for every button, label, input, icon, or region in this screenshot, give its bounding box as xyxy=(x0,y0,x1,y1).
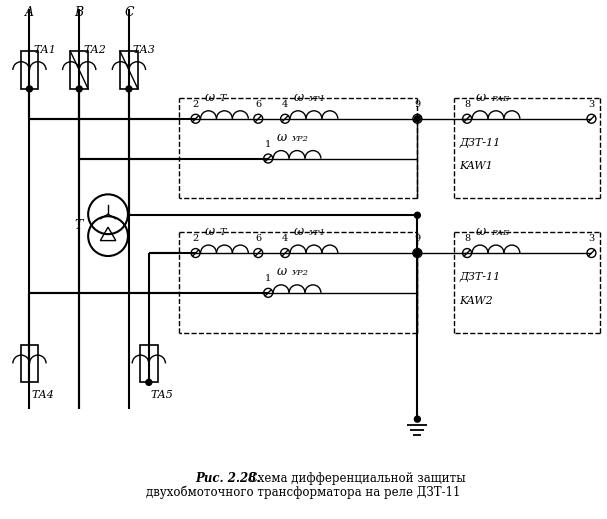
Text: ТА5: ТА5 xyxy=(151,390,174,400)
Text: ω: ω xyxy=(294,91,304,104)
Bar xyxy=(140,345,158,383)
Text: ω: ω xyxy=(204,91,214,104)
Text: двухобмоточного трансформатора на реле ДЗТ-11: двухобмоточного трансформатора на реле Д… xyxy=(146,486,460,499)
Text: Т: Т xyxy=(220,94,226,103)
Text: KAW1: KAW1 xyxy=(459,161,493,171)
Text: УР1: УР1 xyxy=(309,95,326,103)
Text: 3: 3 xyxy=(588,100,595,109)
Text: ТА1: ТА1 xyxy=(33,45,56,55)
Text: A: A xyxy=(25,6,34,19)
Text: ТА3: ТА3 xyxy=(133,45,156,55)
Text: 8: 8 xyxy=(464,100,470,109)
Text: РАБ: РАБ xyxy=(491,95,509,103)
Text: 9: 9 xyxy=(415,234,421,243)
Circle shape xyxy=(76,86,82,92)
Circle shape xyxy=(146,379,152,385)
Circle shape xyxy=(415,250,421,256)
Text: УР1: УР1 xyxy=(309,229,326,237)
Text: ω: ω xyxy=(204,225,214,238)
Text: 1: 1 xyxy=(265,140,271,148)
Text: ДЗТ-11: ДЗТ-11 xyxy=(459,138,500,147)
Text: ДЗТ-11: ДЗТ-11 xyxy=(459,272,500,282)
Text: Рис. 2.28.: Рис. 2.28. xyxy=(195,472,261,485)
Text: ТА2: ТА2 xyxy=(83,45,106,55)
Text: Схема дифференциальной защиты: Схема дифференциальной защиты xyxy=(245,472,466,485)
Text: ω: ω xyxy=(294,225,304,238)
Circle shape xyxy=(415,250,421,256)
Text: 2: 2 xyxy=(192,100,198,109)
Circle shape xyxy=(415,416,421,422)
Text: ω: ω xyxy=(476,91,486,104)
Text: РАБ: РАБ xyxy=(491,229,509,237)
Text: 6: 6 xyxy=(255,100,261,109)
Circle shape xyxy=(415,116,421,122)
Text: УР2: УР2 xyxy=(292,134,309,143)
Circle shape xyxy=(27,86,32,92)
Text: Т: Т xyxy=(74,218,83,231)
Text: ω: ω xyxy=(277,265,287,278)
Text: 2: 2 xyxy=(192,234,198,243)
Text: 9: 9 xyxy=(415,100,421,109)
Circle shape xyxy=(415,212,421,218)
Bar xyxy=(21,345,38,383)
Circle shape xyxy=(415,250,421,256)
Text: B: B xyxy=(75,6,84,19)
Text: УР2: УР2 xyxy=(292,269,309,277)
Text: 4: 4 xyxy=(282,234,288,243)
Text: ТА4: ТА4 xyxy=(32,390,55,400)
Text: 8: 8 xyxy=(464,234,470,243)
Bar xyxy=(70,51,88,89)
Circle shape xyxy=(126,86,132,92)
Text: ω: ω xyxy=(277,131,287,144)
Text: C: C xyxy=(124,6,134,19)
Text: KAW2: KAW2 xyxy=(459,296,493,306)
Bar xyxy=(120,51,138,89)
Text: 6: 6 xyxy=(255,234,261,243)
Text: ω: ω xyxy=(476,225,486,238)
Text: 3: 3 xyxy=(588,234,595,243)
Text: 1: 1 xyxy=(265,274,271,283)
Text: 4: 4 xyxy=(282,100,288,109)
Bar xyxy=(21,51,38,89)
Text: Т: Т xyxy=(220,228,226,237)
